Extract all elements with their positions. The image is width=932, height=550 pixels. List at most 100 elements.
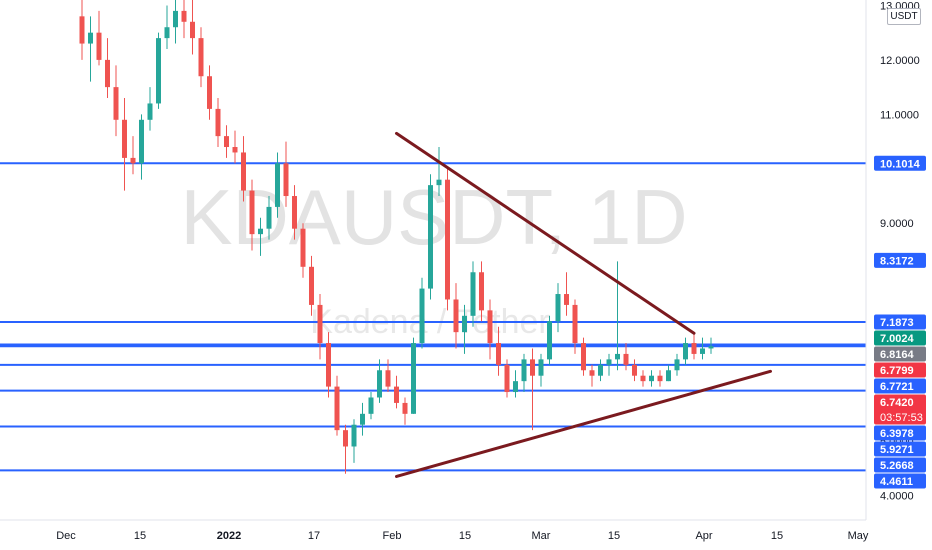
- candle-7: [139, 114, 144, 180]
- candle-body: [411, 343, 416, 414]
- candle-body: [547, 321, 552, 360]
- price-badge-label: 7.1873: [880, 317, 914, 329]
- candle-73: [700, 337, 705, 360]
- candle-body: [266, 206, 272, 229]
- price-badge-2: 7.1873: [874, 314, 926, 330]
- price-badges: 10.1014 8.3172 7.1873 7.0024 6.8164 6.7799 6.7…: [874, 155, 926, 489]
- price-badge-bg: [874, 473, 926, 489]
- watermark-symbol: KDAUSDT, 1D: [180, 173, 687, 261]
- candle-63: [615, 261, 620, 371]
- candle-24: [283, 141, 289, 207]
- candle-5: [122, 98, 127, 191]
- price-tick-label: 11.0000: [880, 109, 919, 121]
- candle-body: [224, 136, 229, 148]
- candle-36: [385, 359, 391, 393]
- candle-51: [513, 370, 518, 398]
- candle-59: [581, 337, 586, 376]
- candle-body: [589, 370, 595, 376]
- candle-body: [453, 299, 459, 333]
- price-badge-bg: [874, 378, 926, 394]
- ascending-support-trendline[interactable]: [395, 369, 772, 478]
- candle-body: [572, 304, 578, 344]
- candle-body: [436, 179, 442, 186]
- time-tick-label: 2022: [217, 530, 241, 542]
- candle-body: [105, 59, 110, 88]
- candle-body: [343, 430, 348, 447]
- price-badge-9: 5.9271: [874, 441, 926, 457]
- candle-34: [368, 392, 374, 420]
- price-badge-8: 6.3978: [874, 425, 926, 441]
- descending-resistance-trendline[interactable]: [395, 131, 696, 335]
- time-tick-label: May: [848, 530, 869, 542]
- candle-body: [598, 364, 603, 376]
- candle-10: [164, 5, 170, 50]
- candle-body: [147, 103, 153, 120]
- candle-body: [649, 375, 654, 382]
- candle-body: [521, 359, 527, 382]
- time-tick-label: Dec: [56, 530, 76, 542]
- candle-21: [258, 217, 263, 256]
- candle-body: [249, 190, 255, 235]
- candle-body: [496, 343, 501, 365]
- candle-49: [496, 326, 501, 376]
- candle-19: [241, 136, 246, 202]
- price-badge-label: 5.2668: [880, 460, 914, 472]
- candle-22: [266, 196, 272, 240]
- candle-18: [232, 130, 238, 164]
- candle-27: [309, 255, 314, 316]
- candlesticks: [79, 0, 714, 474]
- candle-12: [181, 0, 187, 39]
- candle-38: [402, 397, 408, 425]
- price-tick-label: 4.0000: [880, 490, 914, 502]
- candle-body: [530, 359, 535, 376]
- candle-3: [105, 38, 110, 99]
- time-axis-bg: [0, 520, 932, 550]
- candle-16: [215, 98, 221, 148]
- candle-17: [224, 125, 229, 158]
- currency-unit-label[interactable]: USDT: [887, 8, 921, 25]
- trendlines: [395, 131, 772, 478]
- price-badge-0: 10.1014: [874, 155, 926, 171]
- candle-11: [173, 0, 178, 44]
- candle-52: [521, 353, 527, 393]
- candle-body: [360, 413, 365, 425]
- candle-body: [258, 228, 263, 235]
- candle-45: [462, 304, 467, 354]
- candle-50: [504, 359, 510, 398]
- price-badge-6: 6.7721: [874, 378, 926, 394]
- candle-body: [122, 119, 127, 158]
- candle-body: [674, 359, 680, 371]
- price-badge-bg: [874, 252, 926, 268]
- candle-41: [428, 174, 433, 300]
- candle-57: [564, 272, 569, 316]
- price-badge-5: 6.7799: [874, 362, 926, 378]
- candle-47: [479, 261, 484, 322]
- candle-35: [377, 359, 382, 403]
- candle-33: [360, 402, 365, 436]
- candle-53: [530, 348, 535, 431]
- price-badge-3: 7.0024: [874, 330, 926, 346]
- candle-body: [640, 375, 646, 382]
- candle-0: [79, 0, 85, 60]
- candle-31: [343, 424, 348, 474]
- candle-body: [351, 424, 357, 447]
- candle-body: [334, 386, 340, 431]
- candle-body: [283, 163, 289, 197]
- candle-body: [615, 353, 620, 360]
- price-badge-11: 4.4611: [874, 473, 926, 489]
- price-badge-4: 6.8164: [874, 346, 926, 362]
- candle-68: [657, 370, 663, 387]
- candle-26: [300, 223, 306, 278]
- candle-body: [564, 294, 569, 305]
- candle-body: [470, 272, 476, 316]
- candle-39: [411, 337, 416, 414]
- candle-9: [156, 32, 161, 109]
- horizontal-levels: [0, 162, 866, 472]
- candle-body: [241, 152, 246, 191]
- candle-body: [368, 397, 374, 414]
- candle-56: [555, 283, 561, 333]
- price-badge-label: 8.3172: [880, 255, 914, 267]
- time-tick-label: Apr: [695, 530, 712, 542]
- candle-body: [198, 38, 204, 77]
